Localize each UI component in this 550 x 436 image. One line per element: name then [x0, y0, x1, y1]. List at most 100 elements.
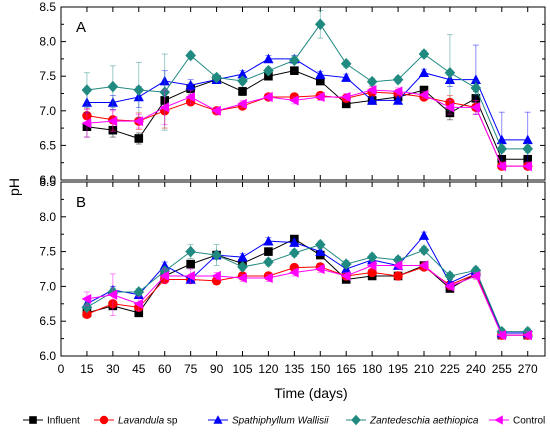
data-point [81, 293, 92, 305]
y-tick-label: 6.5 [39, 314, 56, 328]
data-point [419, 85, 429, 95]
data-point [314, 18, 326, 31]
x-axis-title: Time (days) [274, 385, 347, 401]
legend-label: Control [513, 416, 545, 427]
data-point [366, 260, 377, 271]
data-point [107, 80, 119, 93]
data-point [366, 84, 377, 96]
data-point [418, 230, 430, 240]
x-tick-label: 150 [310, 362, 330, 376]
data-point [315, 69, 326, 80]
data-point [133, 286, 145, 298]
data-point [211, 270, 221, 282]
x-tick-label: 255 [492, 362, 512, 376]
y-tick-label: 6.0 [39, 349, 56, 363]
data-point [263, 53, 274, 64]
y-tick-label: 6.5 [39, 138, 56, 152]
data-point [289, 95, 299, 106]
data-point [289, 247, 300, 259]
data-point [444, 66, 456, 79]
data-point [444, 281, 455, 292]
data-point [185, 79, 196, 90]
data-point [444, 102, 455, 113]
x-tick-label: 270 [518, 362, 538, 376]
data-point [340, 270, 351, 282]
x-tick-label: 180 [362, 362, 382, 376]
x-tick-label: 105 [232, 362, 252, 376]
data-point [470, 74, 481, 84]
y-tick-label: 7.0 [39, 279, 56, 293]
data-point [392, 95, 404, 105]
data-point [237, 261, 248, 273]
data-point [315, 76, 325, 86]
panels-group: 6.0 6.5 7.0 7.5 8.0 8.5 A 6.0 6.5 7.0 7.5 8.0 8.5 0 15… [39, 0, 546, 376]
legend-marker [213, 415, 223, 424]
data-point [522, 134, 533, 145]
series-control [81, 84, 533, 172]
legend-label: Zantedeschia aethiopica [369, 416, 479, 427]
data-point [290, 66, 299, 75]
data-point [418, 89, 429, 100]
y-tick-label: 7.0 [39, 104, 56, 118]
data-point [237, 75, 248, 87]
panel-label: B [76, 194, 86, 211]
data-point [237, 98, 247, 109]
data-point [133, 116, 144, 127]
legend-label: Influent [47, 416, 80, 427]
data-point [237, 251, 248, 262]
data-point [496, 330, 507, 341]
x-tick-label: 210 [414, 362, 434, 376]
data-point [392, 73, 404, 86]
series-line [86, 265, 528, 336]
data-point [522, 161, 533, 172]
data-point [315, 246, 326, 256]
x-tick-label: 15 [80, 362, 94, 376]
data-point [134, 134, 144, 143]
data-point [418, 48, 430, 60]
data-point [107, 116, 118, 127]
data-point [185, 49, 196, 62]
x-tick-label: 90 [210, 362, 224, 376]
x-tick-label: 225 [440, 362, 460, 376]
data-point [263, 272, 273, 284]
legend-item: Control [489, 415, 545, 427]
data-point [392, 86, 403, 97]
data-point [340, 91, 351, 103]
panel-A: 6.0 6.5 7.0 7.5 8.0 8.5 A [39, 0, 546, 187]
data-point [133, 84, 145, 96]
data-point [263, 235, 274, 246]
series-control [81, 260, 533, 341]
series-line [86, 266, 528, 336]
data-point [340, 258, 352, 270]
data-point [366, 75, 378, 88]
data-point [82, 309, 92, 319]
y-tick-label: 8.5 [39, 175, 56, 189]
series-line [86, 58, 528, 141]
data-point [341, 99, 351, 109]
data-point [134, 308, 144, 318]
data-point [211, 105, 221, 116]
data-point [159, 270, 170, 282]
data-point [470, 82, 482, 94]
data-point [522, 143, 534, 155]
data-point [81, 118, 92, 129]
y-tick-label: 8.0 [39, 210, 56, 224]
data-point [237, 272, 247, 284]
legend-label-name: Spathiphyllum Wallisii [232, 416, 329, 427]
panel-B: 6.0 6.5 7.0 7.5 8.0 8.5 0 15 30 45 60 75 90 105 120 135… [39, 175, 546, 376]
y-tick-label: 7.5 [39, 69, 56, 83]
data-point [314, 263, 325, 275]
legend-item: Zantedeschia aethiopica [346, 414, 479, 427]
x-tick-label: 60 [158, 362, 172, 376]
legend-label-name: Lavandula [118, 416, 165, 427]
data-point [418, 244, 430, 257]
data-point [367, 267, 377, 278]
data-point [314, 238, 326, 251]
data-point [289, 237, 300, 247]
data-point [264, 247, 273, 256]
y-tick-label: 6.0 [39, 173, 56, 187]
x-tick-label: 45 [132, 362, 146, 376]
legend-marker [29, 416, 37, 424]
data-point [263, 256, 274, 268]
